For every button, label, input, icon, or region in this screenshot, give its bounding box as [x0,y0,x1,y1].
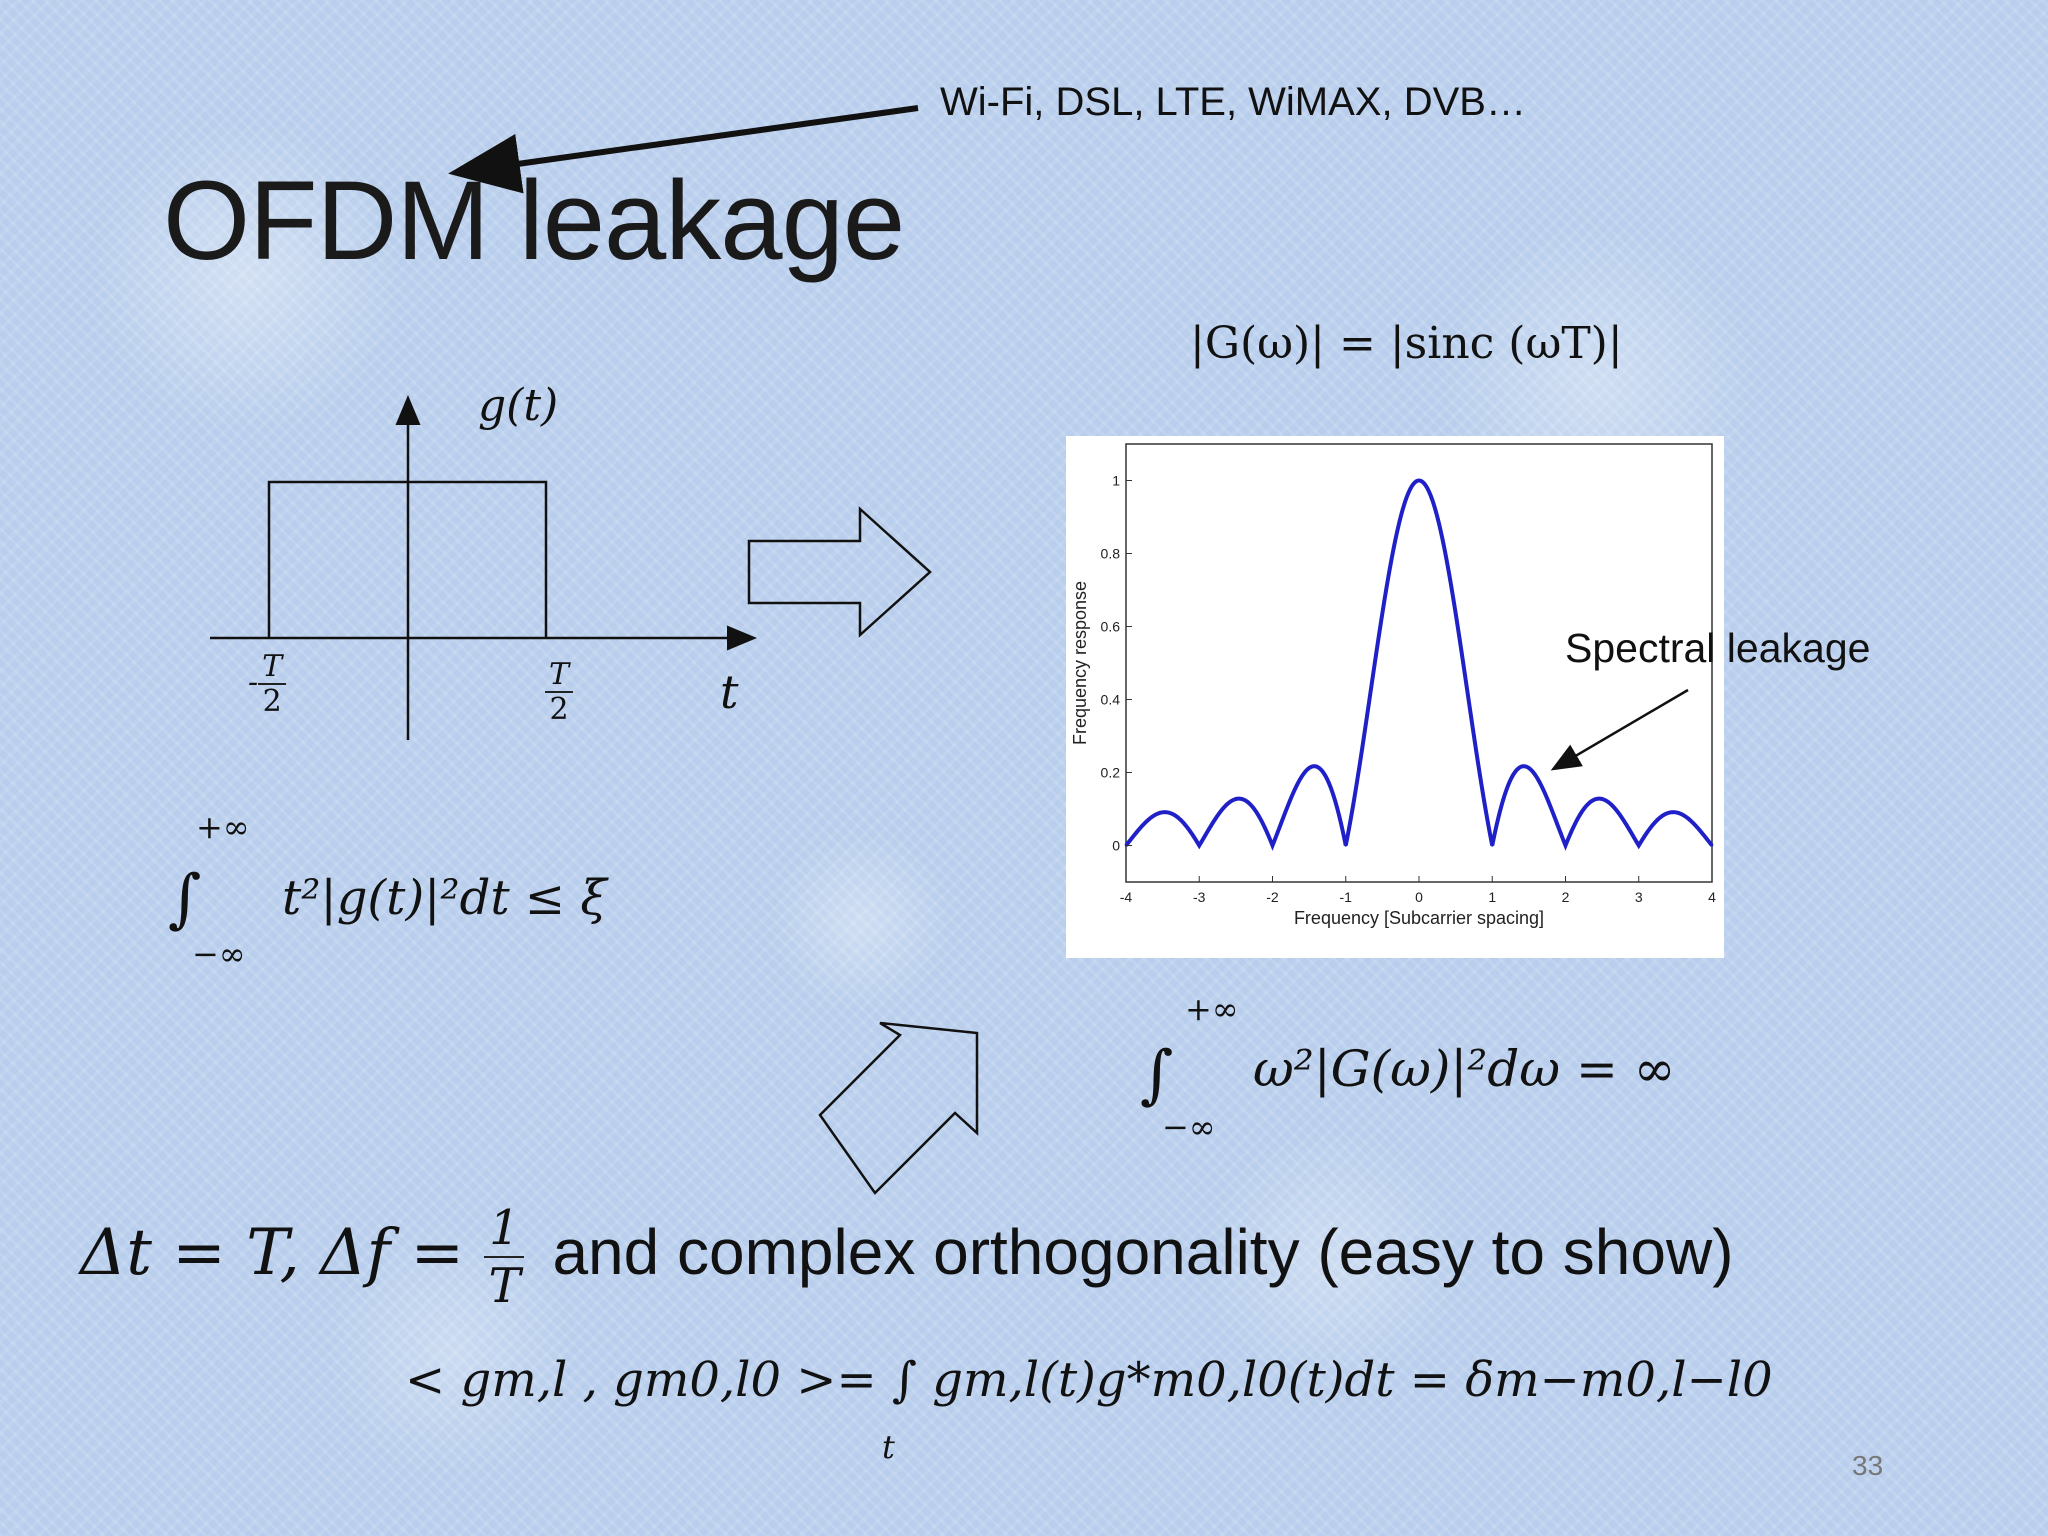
data-point [1289,796,1293,800]
freq-int-lower: −∞ [1162,1108,1216,1146]
y-axis-label: Frequency response [1070,581,1090,745]
frequency-response-chart: -4 -3 -2 -1 0 1 2 3 4 0 0.2 0.4 0.6 0.8 1 Frequency [Su… [1066,436,1724,958]
data-point [1271,844,1274,847]
data-point [1234,796,1238,800]
y-tick-label: 0.4 [1101,692,1121,708]
callout-text: Wi-Fi, DSL, LTE, WiMAX, DVB… [940,80,1526,124]
time-int-upper: +∞ [196,808,250,846]
ortho-num: 1 [484,1200,525,1258]
tick-pos-num: T [545,658,574,693]
tick-neg-num: T [258,650,287,685]
data-point [1564,844,1567,847]
sinc-formula: |G(ω)| = |sinc (ωT)| [1190,318,1623,369]
tick-pos-den: 2 [549,692,569,727]
data-point [1436,515,1439,519]
pulse-diagram [210,395,757,740]
data-point [1509,778,1512,781]
freq-int-upper: +∞ [1185,990,1239,1028]
data-point [1710,844,1714,847]
data-point [1692,822,1695,825]
data-point [1399,515,1402,519]
data-point [1381,610,1384,614]
ortho-den: T [488,1258,521,1314]
data-point [1655,818,1659,822]
rect-pulse [267,480,548,638]
spectral-leakage-label: Spectral leakage [1565,625,1871,671]
data-point [1143,822,1146,825]
x-tick-label: -1 [1340,889,1353,905]
callout-arrow [448,105,919,194]
y-tick-label: 0.8 [1101,546,1121,562]
inner-product-formula: < gm,l , gm0,l0 >= ∫ gm,l(t)g*m0,l0(t)dt… [405,1352,1773,1408]
x-tick-label: -2 [1266,889,1279,905]
freq-integral-sign: ∫ [1140,1038,1174,1112]
diagonal-block-arrow [818,1021,979,1195]
time-int-lower: −∞ [192,935,246,973]
data-point [1198,844,1201,847]
x-tick-label: 1 [1488,889,1496,905]
data-point [1417,479,1421,482]
tick-neg-den: 2 [262,684,282,719]
x-tick-label: -4 [1120,889,1133,905]
y-tick-label: 0.2 [1101,765,1121,781]
ortho-rhs: and complex orthogonality (easy to show) [552,1215,1734,1288]
data-point [1252,807,1256,811]
data-point [1619,815,1622,818]
data-point [1344,844,1347,847]
chart-svg: -4 -3 -2 -1 0 1 2 3 4 0 0.2 0.4 0.6 0.8 1 Frequency [Su… [1070,443,1716,928]
data-point [1307,767,1311,771]
data-point [1545,796,1549,800]
y-tick-label: 0.6 [1101,619,1121,635]
data-point [1362,734,1366,738]
data-point [1179,818,1183,822]
slide-title: OFDM leakage [163,158,905,283]
time-integral-sign: ∫ [168,862,202,936]
freq-int-body: ω²|G(ω)|²dω = ∞ [1253,1040,1676,1098]
y-tick-label: 1 [1112,473,1120,489]
inner-product-sub: t [882,1428,895,1466]
pulse-function-label: g(t) [478,380,559,431]
page-number: 33 [1852,1450,1884,1481]
x-axis-label: Frequency [Subcarrier spacing] [1294,908,1544,928]
data-point [1527,767,1531,771]
pulse-axis-label: t [720,665,739,719]
y-tick-label: 0 [1112,838,1120,854]
data-point [1637,844,1640,847]
data-point [1454,610,1457,614]
x-tick-label: 2 [1562,889,1570,905]
x-tick-label: -3 [1193,889,1206,905]
data-point [1674,811,1677,814]
data-point [1326,778,1329,781]
data-point [1472,734,1476,738]
ortho-lhs: Δt = T, Δf = [80,1215,485,1290]
time-int-body: t²|g(t)|²dt ≤ ξ [282,870,607,926]
data-point [1582,807,1586,811]
data-point [1600,796,1604,800]
right-block-arrow [747,506,932,638]
data-point [1216,815,1219,818]
data-point [1491,844,1494,847]
x-tick-label: 3 [1635,889,1643,905]
x-tick-label: 0 [1415,889,1423,905]
tick-neg-sign: - [248,665,259,700]
x-tick-label: 4 [1708,889,1716,905]
data-point [1161,811,1164,814]
